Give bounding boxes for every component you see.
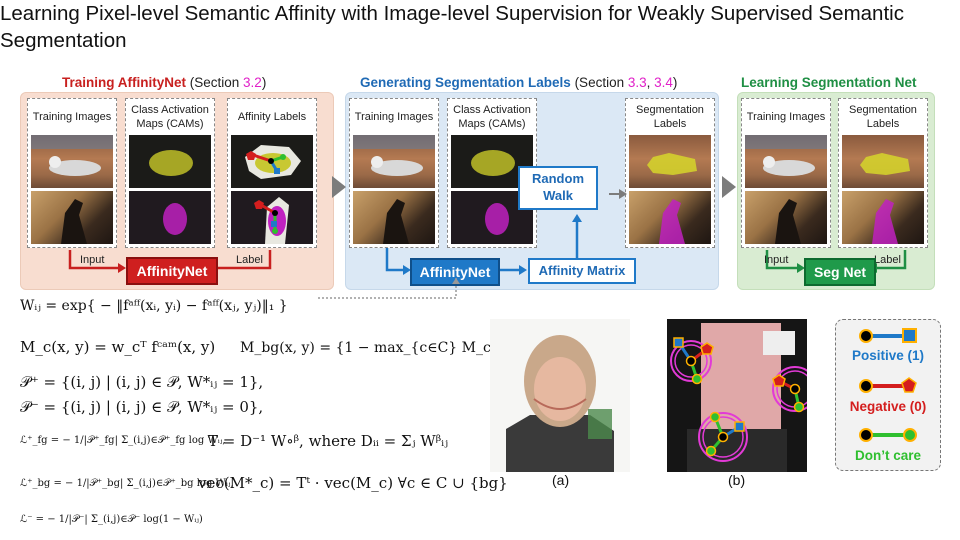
panel-transition-arrow-2 bbox=[722, 176, 736, 198]
column-training-images-3: Training Images bbox=[741, 98, 831, 248]
equation-affinity: Wᵢⱼ = exp{ − ‖fᵃᶠᶠ(xᵢ, yᵢ) − fᵃᶠᶠ(xⱼ, yⱼ… bbox=[20, 298, 288, 314]
section-header-learning: Learning Segmentation Net bbox=[741, 75, 917, 90]
bird-affinity-label bbox=[231, 135, 313, 188]
equation-loss-fg: ℒ⁺_fg = − 1/|𝒫⁺_fg| Σ_(i,j)∈𝒫⁺_fg log Wᵢ… bbox=[20, 435, 226, 446]
panel-transition-arrow-1 bbox=[332, 176, 346, 198]
positive-pair-icon bbox=[859, 328, 917, 343]
example-photo-b bbox=[667, 319, 807, 472]
dotted-connector bbox=[318, 278, 460, 299]
horse-segmentation bbox=[842, 191, 924, 244]
bird-segmentation bbox=[842, 135, 924, 188]
bird-image bbox=[353, 135, 435, 188]
horse-segmentation bbox=[629, 191, 711, 244]
random-walk-box: Random Walk bbox=[518, 166, 598, 210]
bird-cam bbox=[129, 135, 211, 188]
affinitynet-train-box: AffinityNet bbox=[126, 257, 218, 285]
seg-net-box: Seg Net bbox=[804, 258, 876, 286]
bird-image bbox=[31, 135, 113, 188]
horse-affinity-label bbox=[231, 191, 313, 244]
input-label-1: Input bbox=[80, 254, 105, 266]
equation-loss-bg: ℒ⁺_bg = − 1/|𝒫⁺_bg| Σ_(i,j)∈𝒫⁺_bg log Wᵢ… bbox=[20, 478, 234, 489]
legend-negative: Negative (0) bbox=[849, 399, 927, 414]
page-title: Learning Pixel-level Semantic Affinity w… bbox=[0, 2, 904, 52]
equation-background: M_bg(x, y) = {1 − max_{c∈C} M_c(x, y)}^α bbox=[240, 340, 557, 356]
equation-random-walk: vec(M*_c) = Tᵗ · vec(M_c) ∀c ∈ C ∪ {bg} bbox=[198, 474, 508, 492]
equation-transition: T = D⁻¹ W∘ᵝ, where Dᵢᵢ = Σⱼ Wᵝᵢⱼ bbox=[208, 432, 449, 450]
horse-cam bbox=[129, 191, 211, 244]
column-cams-2: Class Activation Maps (CAMs) bbox=[447, 98, 537, 248]
equation-loss-neg: ℒ⁻ = − 1/|𝒫⁻| Σ_(i,j)∈𝒫⁻ log(1 − Wᵢⱼ) bbox=[20, 514, 203, 525]
caption-b: (b) bbox=[728, 472, 746, 488]
legend: Positive (1) Negative (0) Don’t care bbox=[835, 319, 941, 471]
bird-image bbox=[745, 135, 827, 188]
negative-pair-icon bbox=[859, 377, 917, 393]
equation-cam: M_c(x, y) = w_cᵀ fᶜᵃᵐ(x, y) bbox=[20, 338, 216, 356]
column-affinity-labels: Affinity Labels bbox=[227, 98, 317, 248]
bird-segmentation bbox=[629, 135, 711, 188]
caption-a: (a) bbox=[552, 472, 570, 488]
label-label-3: Label bbox=[874, 254, 901, 266]
input-label-3: Input bbox=[764, 254, 789, 266]
equation-positive-set: 𝒫⁺ = {(i, j) | (i, j) ∈ 𝒫, W*ᵢⱼ = 1}, bbox=[20, 373, 264, 391]
horse-image bbox=[353, 191, 435, 244]
section-header-training: Training AffinityNet (Section 3.2) bbox=[62, 75, 267, 90]
horse-image bbox=[745, 191, 827, 244]
affinity-matrix-box: Affinity Matrix bbox=[528, 258, 636, 284]
bird-cam bbox=[451, 135, 533, 188]
equation-negative-set: 𝒫⁻ = {(i, j) | (i, j) ∈ 𝒫, W*ᵢⱼ = 0}, bbox=[20, 398, 264, 416]
horse-image bbox=[31, 191, 113, 244]
label-label-1: Label bbox=[236, 254, 263, 266]
column-segmentation-labels-2: Segmentation Labels bbox=[625, 98, 715, 248]
section-header-generating: Generating Segmentation Labels (Section … bbox=[360, 75, 678, 90]
legend-dont-care: Don’t care bbox=[854, 448, 922, 463]
dont-care-pair-icon bbox=[859, 428, 917, 442]
example-photo-a bbox=[490, 319, 630, 472]
column-segmentation-labels-3: Segmentation Labels bbox=[838, 98, 928, 248]
column-cams-1: Class Activation Maps (CAMs) bbox=[125, 98, 215, 248]
column-training-images-2: Training Images bbox=[349, 98, 439, 248]
column-training-images-1: Training Images bbox=[27, 98, 117, 248]
legend-positive: Positive (1) bbox=[851, 348, 925, 363]
